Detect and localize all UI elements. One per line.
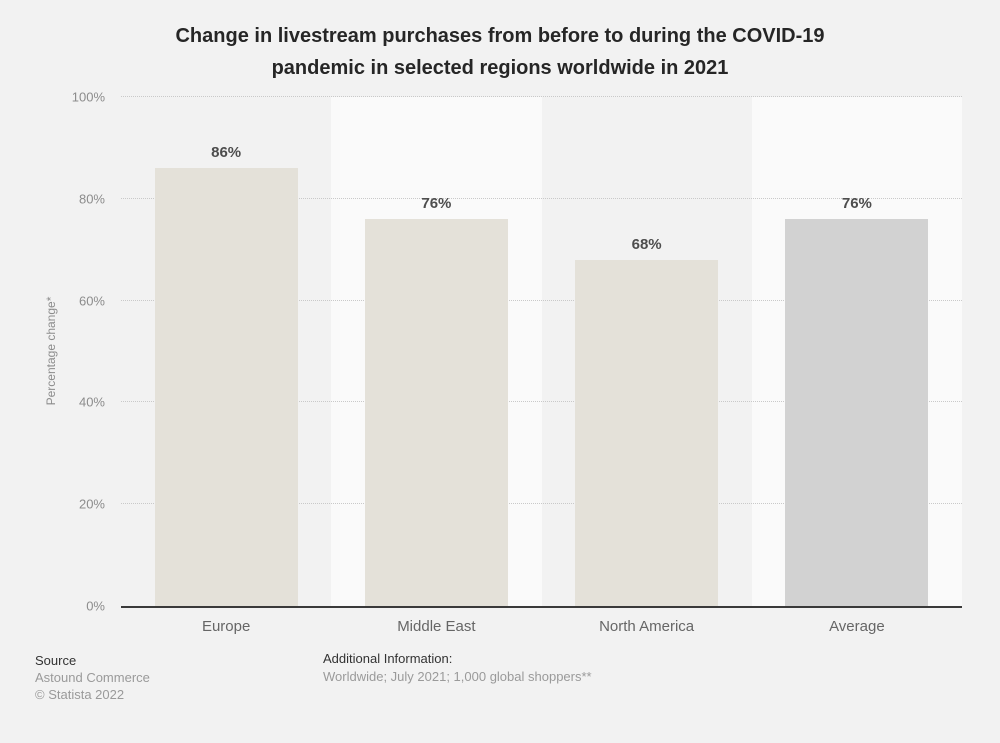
y-tick-label-0: 0%	[86, 598, 105, 614]
x-axis-label-europe: Europe	[201, 618, 251, 635]
x-axis-label-middle-east: Middle East	[397, 618, 476, 635]
y-tick-label-40: 40%	[78, 394, 105, 410]
x-axis-label-average: Average	[829, 618, 885, 635]
y-tick-label-80: 80%	[78, 191, 105, 207]
bar-middle-east	[364, 219, 508, 606]
x-axis-labels: Europe Middle East North America Average	[121, 618, 962, 635]
value-label-middle-east: 76%	[421, 195, 452, 213]
chart-title: Change in livestream purchases from befo…	[0, 20, 1000, 84]
chart-title-line-1: Change in livestream purchases from befo…	[175, 25, 825, 47]
y-axis-title: Percentage change*	[44, 296, 58, 406]
y-tick-label-100: 100%	[71, 89, 105, 105]
x-axis-label-north-america: North America	[599, 618, 695, 635]
chart-title-line-2: pandemic in selected regions worldwide i…	[271, 57, 729, 79]
source-block: Source Astound Commerce © Statista 2022	[35, 652, 150, 703]
bar-europe	[154, 168, 298, 606]
value-label-north-america: 68%	[631, 235, 662, 253]
value-label-europe: 86%	[211, 144, 242, 162]
additional-info-text: Worldwide; July 2021; 1,000 global shopp…	[323, 669, 592, 684]
source-label: Source	[35, 653, 77, 668]
y-tick-label-20: 20%	[78, 496, 105, 512]
bar-north-america	[575, 259, 719, 606]
gridline-80	[121, 197, 962, 199]
y-tick-label-60: 60%	[78, 293, 105, 309]
additional-info-label: Additional Information:	[323, 651, 453, 666]
plot-area: 0% 20% 40% 60% 80% 100% 86% 76% 68% 76%	[72, 90, 962, 614]
copyright-text: © Statista 2022	[35, 687, 125, 702]
additional-info-block: Additional Information: Worldwide; July …	[323, 650, 592, 686]
gridline-40	[121, 401, 962, 403]
value-label-average: 76%	[841, 195, 872, 213]
gridline-20	[121, 503, 962, 505]
gridline-100	[121, 96, 962, 97]
source-name: Astound Commerce	[35, 670, 150, 685]
gridline-60	[121, 299, 962, 301]
bar-average	[785, 219, 929, 606]
